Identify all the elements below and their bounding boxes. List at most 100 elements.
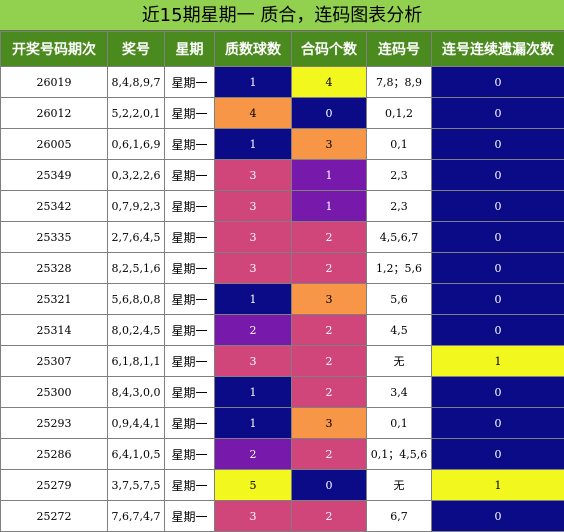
weekday-cell: 星期一: [165, 439, 215, 470]
numbers-cell: 0,9,4,4,1: [108, 408, 165, 439]
header-consecutive-miss: 连号连续遗漏次数: [432, 32, 564, 67]
prime-count-cell: 5: [215, 470, 292, 501]
weekday-cell: 星期一: [165, 470, 215, 501]
consecutive-miss-cell: 1: [432, 346, 564, 377]
consecutive-cell: 无: [367, 346, 432, 377]
numbers-cell: 8,4,3,0,0: [108, 377, 165, 408]
period-cell: 26019: [1, 67, 108, 98]
consecutive-cell: 1,2；5,6: [367, 253, 432, 284]
period-cell: 26012: [1, 98, 108, 129]
prime-count-cell: 3: [215, 222, 292, 253]
weekday-cell: 星期一: [165, 160, 215, 191]
consecutive-miss-cell: 0: [432, 439, 564, 470]
prime-count-cell: 2: [215, 439, 292, 470]
weekday-cell: 星期一: [165, 191, 215, 222]
header-composite-count: 合码个数: [292, 32, 367, 67]
period-cell: 25321: [1, 284, 108, 315]
consecutive-cell: 3,4: [367, 377, 432, 408]
numbers-cell: 7,6,7,4,7: [108, 501, 165, 532]
prime-count-cell: 3: [215, 191, 292, 222]
composite-count-cell: 2: [292, 439, 367, 470]
numbers-cell: 8,4,8,9,7: [108, 67, 165, 98]
consecutive-miss-cell: 0: [432, 284, 564, 315]
composite-count-cell: 0: [292, 98, 367, 129]
period-cell: 25293: [1, 408, 108, 439]
weekday-cell: 星期一: [165, 501, 215, 532]
period-cell: 25300: [1, 377, 108, 408]
period-cell: 25286: [1, 439, 108, 470]
consecutive-cell: 4,5,6,7: [367, 222, 432, 253]
numbers-cell: 6,4,1,0,5: [108, 439, 165, 470]
header-consecutive: 连码号: [367, 32, 432, 67]
composite-count-cell: 3: [292, 284, 367, 315]
consecutive-miss-cell: 0: [432, 377, 564, 408]
period-cell: 25314: [1, 315, 108, 346]
consecutive-miss-cell: 0: [432, 129, 564, 160]
analysis-table: 开奖号码期次 奖号 星期 质数球数 合码个数 连码号 连号连续遗漏次数 2601…: [0, 31, 564, 532]
consecutive-miss-cell: 1: [432, 470, 564, 501]
weekday-cell: 星期一: [165, 98, 215, 129]
weekday-cell: 星期一: [165, 284, 215, 315]
consecutive-miss-cell: 0: [432, 222, 564, 253]
numbers-cell: 2,7,6,4,5: [108, 222, 165, 253]
consecutive-miss-cell: 0: [432, 191, 564, 222]
weekday-cell: 星期一: [165, 315, 215, 346]
prime-count-cell: 1: [215, 67, 292, 98]
consecutive-miss-cell: 0: [432, 98, 564, 129]
header-prime-count: 质数球数: [215, 32, 292, 67]
composite-count-cell: 1: [292, 160, 367, 191]
period-cell: 25272: [1, 501, 108, 532]
header-weekday: 星期: [165, 32, 215, 67]
consecutive-miss-cell: 0: [432, 315, 564, 346]
prime-count-cell: 1: [215, 129, 292, 160]
period-cell: 25349: [1, 160, 108, 191]
consecutive-cell: 0,1；4,5,6: [367, 439, 432, 470]
header-numbers: 奖号: [108, 32, 165, 67]
weekday-cell: 星期一: [165, 377, 215, 408]
consecutive-cell: 0,1: [367, 408, 432, 439]
period-cell: 26005: [1, 129, 108, 160]
numbers-cell: 8,0,2,4,5: [108, 315, 165, 346]
prime-count-cell: 2: [215, 315, 292, 346]
composite-count-cell: 4: [292, 67, 367, 98]
consecutive-cell: 2,3: [367, 191, 432, 222]
composite-count-cell: 3: [292, 129, 367, 160]
composite-count-cell: 0: [292, 470, 367, 501]
period-cell: 25279: [1, 470, 108, 501]
header-period: 开奖号码期次: [1, 32, 108, 67]
consecutive-miss-cell: 0: [432, 67, 564, 98]
prime-count-cell: 3: [215, 346, 292, 377]
consecutive-miss-cell: 0: [432, 160, 564, 191]
period-cell: 25342: [1, 191, 108, 222]
prime-count-cell: 1: [215, 408, 292, 439]
consecutive-cell: 6,7: [367, 501, 432, 532]
period-cell: 25307: [1, 346, 108, 377]
prime-count-cell: 3: [215, 501, 292, 532]
weekday-cell: 星期一: [165, 222, 215, 253]
composite-count-cell: 2: [292, 253, 367, 284]
consecutive-cell: 2,3: [367, 160, 432, 191]
numbers-cell: 0,3,2,2,6: [108, 160, 165, 191]
weekday-cell: 星期一: [165, 346, 215, 377]
prime-count-cell: 3: [215, 253, 292, 284]
numbers-cell: 0,7,9,2,3: [108, 191, 165, 222]
composite-count-cell: 2: [292, 501, 367, 532]
composite-count-cell: 2: [292, 346, 367, 377]
consecutive-miss-cell: 0: [432, 501, 564, 532]
composite-count-cell: 2: [292, 222, 367, 253]
prime-count-cell: 1: [215, 284, 292, 315]
prime-count-cell: 3: [215, 160, 292, 191]
